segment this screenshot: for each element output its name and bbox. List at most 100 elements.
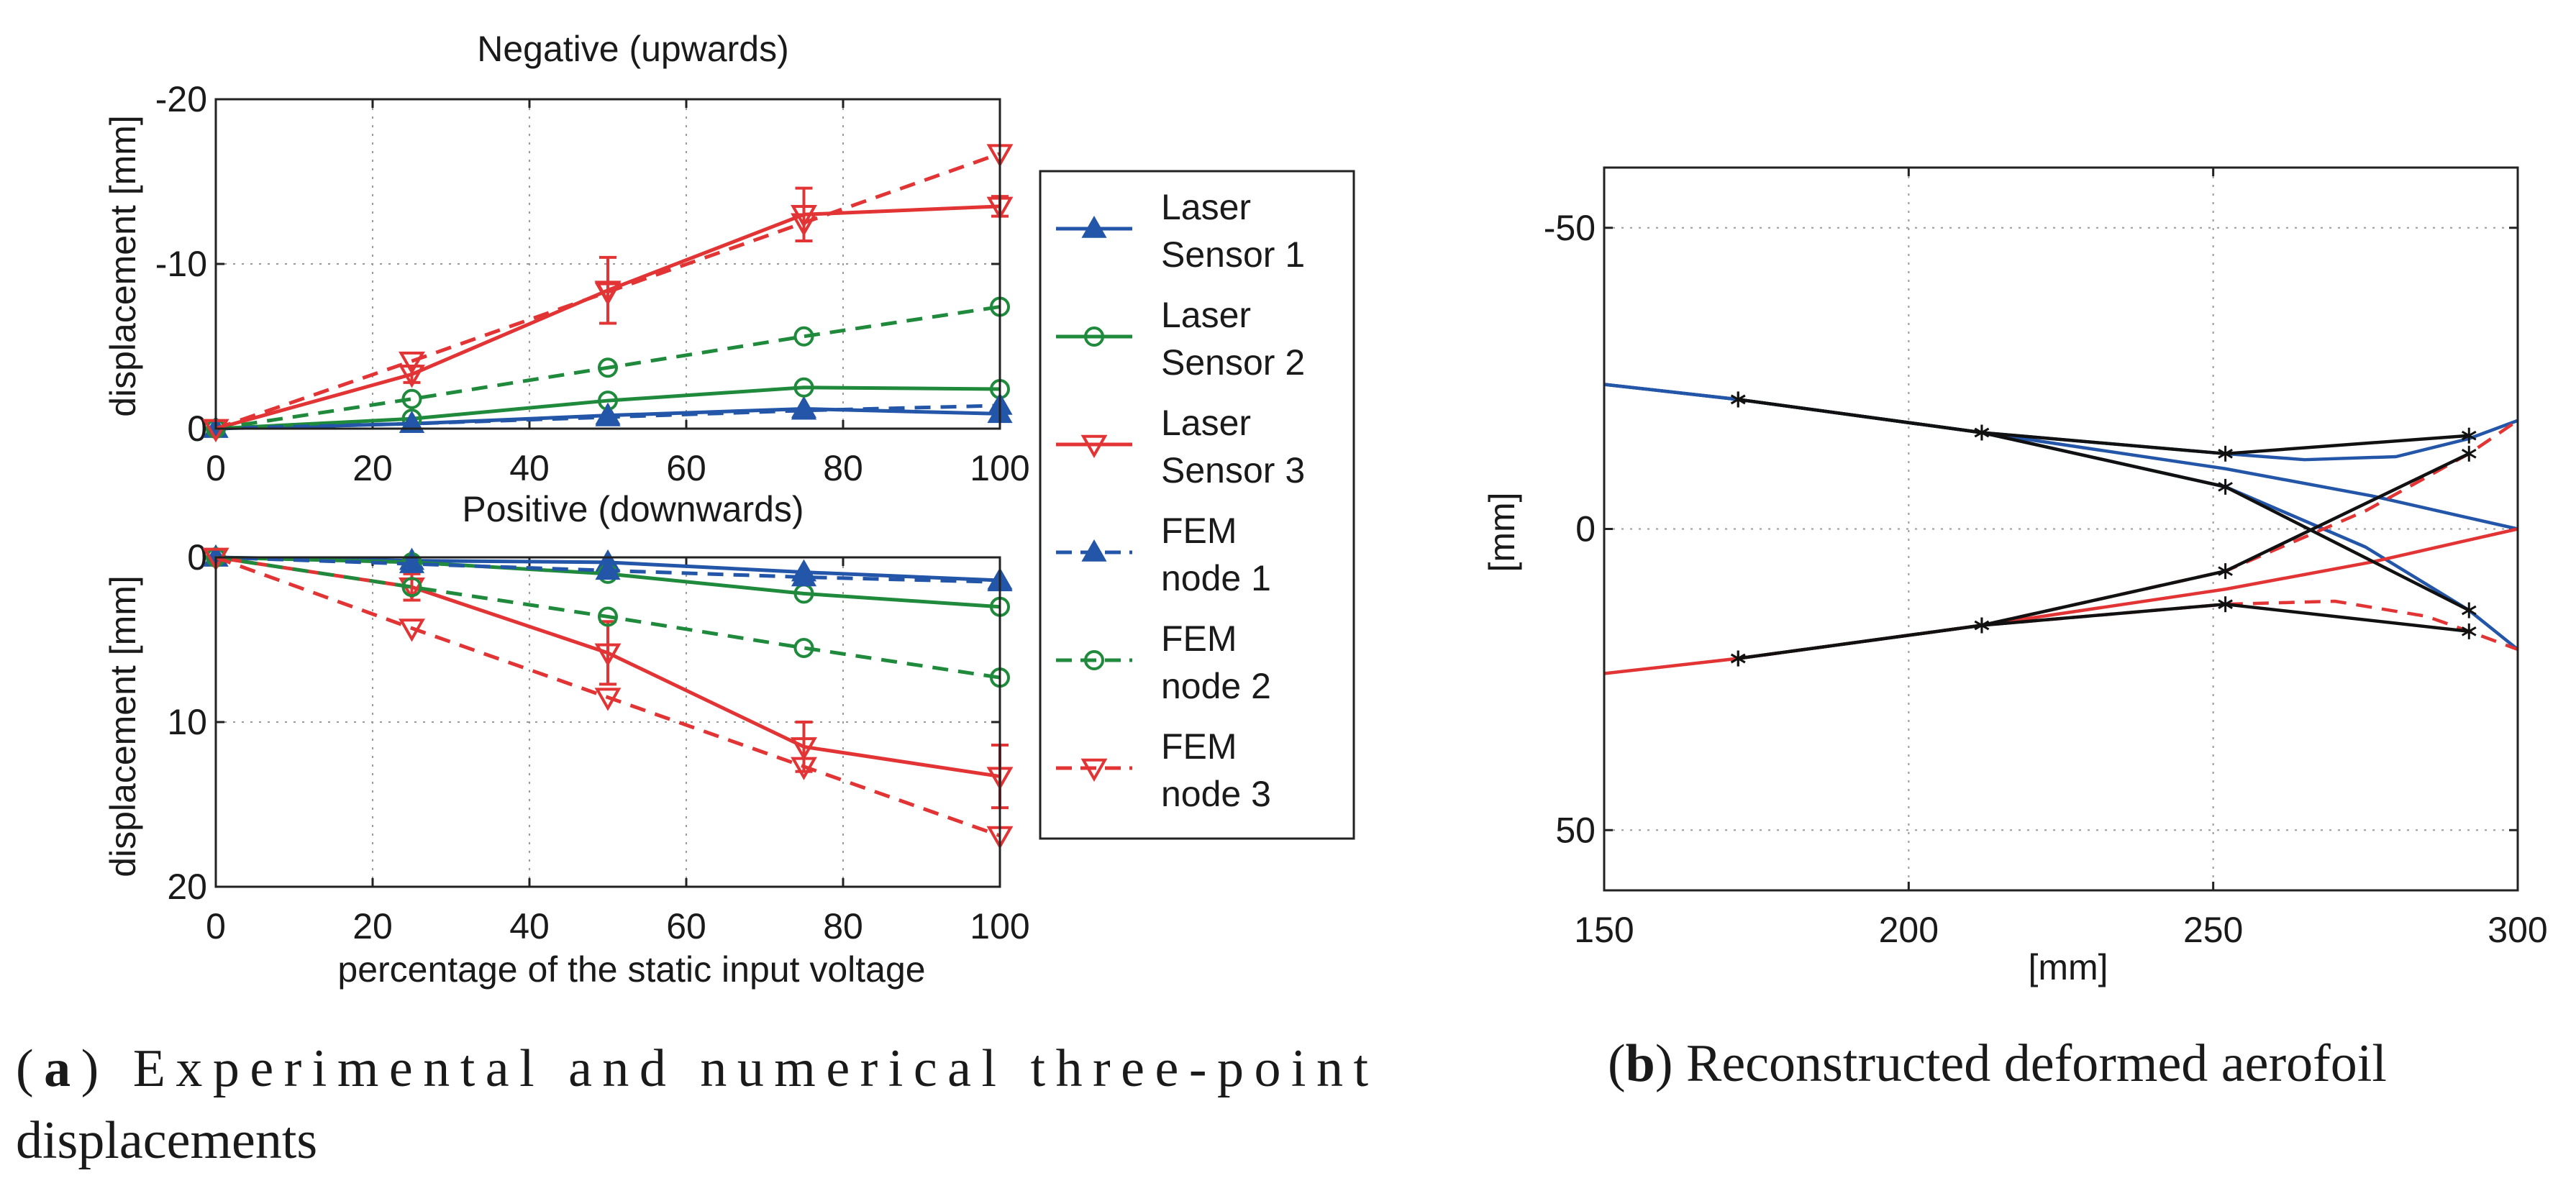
- upper-chart-title: Negative (upwards): [477, 29, 789, 69]
- legend-label-line2: Sensor 2: [1161, 342, 1305, 383]
- aerofoil-ytick-label: 50: [1555, 810, 1596, 850]
- data-point-marker-stroke: [2218, 566, 2233, 576]
- caption-b: (b) Reconstructed deformed aerofoil: [1608, 1034, 2387, 1093]
- data-point-marker: [595, 403, 621, 426]
- aerofoil-ytick-label: -50: [1544, 208, 1596, 248]
- aerofoil-xtick-label: 150: [1574, 910, 1634, 950]
- data-point-marker: [399, 551, 425, 573]
- lower-chart-xlabel: percentage of the static input voltage: [337, 949, 925, 990]
- data-point-marker: [791, 397, 817, 420]
- series-line: [1737, 419, 2519, 660]
- data-point-marker-stroke: [2461, 430, 2477, 441]
- legend-label-line1: Laser: [1161, 187, 1251, 227]
- data-point-marker: [594, 688, 622, 711]
- data-point-marker: [399, 411, 425, 433]
- legend-label-line1: FEM: [1161, 618, 1237, 659]
- legend-marker: [1084, 327, 1104, 347]
- data-point-marker: [1730, 391, 1746, 408]
- data-point-marker-stroke: [1974, 620, 1990, 631]
- lower-xtick-label: 20: [352, 906, 393, 946]
- upper-xtick-label: 60: [666, 448, 706, 488]
- legend-label-line2: Sensor 1: [1161, 234, 1305, 275]
- data-point-marker: [793, 326, 814, 347]
- aerofoil-series-upper-deformed-down: [1603, 383, 2519, 651]
- series-line: [1737, 398, 2470, 456]
- legend-marker: [1080, 434, 1108, 459]
- data-point-marker: [791, 737, 817, 761]
- lower-xtick-label: 0: [206, 906, 226, 946]
- upper-xtick-label: 0: [206, 448, 226, 488]
- upper-xtick-label: 100: [970, 448, 1029, 488]
- legend-marker: [1081, 215, 1107, 238]
- aerofoil-chart-ylabel: [mm]: [1482, 492, 1522, 572]
- data-point-marker: [401, 577, 422, 598]
- series-line: [215, 385, 1001, 431]
- legend-label-line2: node 3: [1161, 774, 1271, 814]
- upper-xtick-label: 80: [823, 448, 863, 488]
- data-point-marker: [2218, 596, 2233, 613]
- data-point-marker: [399, 365, 425, 388]
- caption-a-line1: (a) Experimental and numerical three-poi…: [16, 1039, 1368, 1098]
- series-line: [215, 152, 1001, 431]
- caption-a-line2: displacements: [16, 1111, 317, 1170]
- upper-xtick-label: 20: [352, 448, 393, 488]
- aerofoil-chart-xlabel: [mm]: [2028, 947, 2108, 987]
- data-point-marker: [1974, 424, 1990, 441]
- aerofoil-series-measured-lower-down: [1730, 596, 2477, 667]
- aerofoil-xtick-label: 200: [1879, 910, 1939, 950]
- caption-a-letter: a: [44, 1039, 70, 1098]
- aerofoil-plot-frame: [1603, 166, 2519, 892]
- legend-label-line1: FEM: [1161, 511, 1237, 551]
- series-line: [1737, 398, 2470, 612]
- data-point-marker: [594, 282, 622, 306]
- legend: Laser Sensor 1 Laser Sensor 2 Laser Sensor 3 F…: [1039, 170, 1355, 840]
- series-line: [215, 555, 1001, 680]
- aerofoil-xtick-label: 250: [2183, 910, 2243, 950]
- aerofoil-series-lower-deformed-down: [1737, 599, 2518, 660]
- upper-chart-ylabel: displacement [mm]: [103, 115, 143, 417]
- series-line: [1737, 602, 2470, 660]
- data-point-marker-stroke: [2218, 599, 2233, 609]
- aerofoil-xtick-label: 300: [2488, 910, 2547, 950]
- data-point-marker: [2461, 623, 2477, 639]
- aerofoil-ytick-label: 0: [1575, 509, 1596, 549]
- series-line: [1737, 599, 2518, 660]
- lower-xtick-label: 100: [970, 906, 1029, 946]
- legend-frame: [1039, 170, 1355, 840]
- legend-label-line1: FEM: [1161, 726, 1237, 767]
- legend-entry: FEM node 1: [1056, 511, 1271, 598]
- lower-xtick-label: 40: [509, 906, 550, 946]
- aerofoil-series-upper-deformed-up: [1603, 383, 2518, 462]
- lower-xtick-label: 60: [666, 906, 706, 946]
- data-point-marker: [595, 557, 621, 580]
- data-point-marker: [793, 637, 814, 658]
- aerofoil-series-measured-down: [1730, 391, 2477, 618]
- data-point-marker: [791, 213, 817, 237]
- lower-series-fem-node-3: [202, 547, 1014, 850]
- legend-entry: Laser Sensor 2: [1056, 295, 1305, 383]
- data-point-marker-stroke: [2461, 449, 2477, 459]
- legend-label-line1: Laser: [1161, 295, 1251, 335]
- legend-entry: FEM node 3: [1056, 726, 1271, 814]
- data-point-marker: [2218, 563, 2233, 580]
- legend-marker: [1084, 650, 1104, 670]
- upper-ytick-label: -10: [155, 244, 207, 284]
- legend-marker: [1080, 758, 1108, 782]
- lower-plot-frame: [214, 556, 1001, 888]
- legend-entry: Laser Sensor 1: [1056, 187, 1305, 275]
- data-point-marker: [2218, 478, 2233, 495]
- upper-series-fem-node-1: [203, 392, 1013, 438]
- data-point-marker-stroke: [2461, 605, 2477, 616]
- data-point-marker: [793, 377, 814, 398]
- legend-entry: FEM node 2: [1056, 618, 1271, 706]
- data-point-marker: [1974, 617, 1990, 634]
- upper-ytick-label: -20: [155, 79, 207, 119]
- legend-entry: Laser Sensor 3: [1056, 403, 1305, 490]
- series-line: [1603, 383, 2519, 651]
- data-point-marker: [594, 643, 622, 667]
- data-point-marker: [2461, 445, 2477, 462]
- data-point-marker-stroke: [1730, 394, 1746, 405]
- lower-chart-title: Positive (downwards): [462, 489, 804, 529]
